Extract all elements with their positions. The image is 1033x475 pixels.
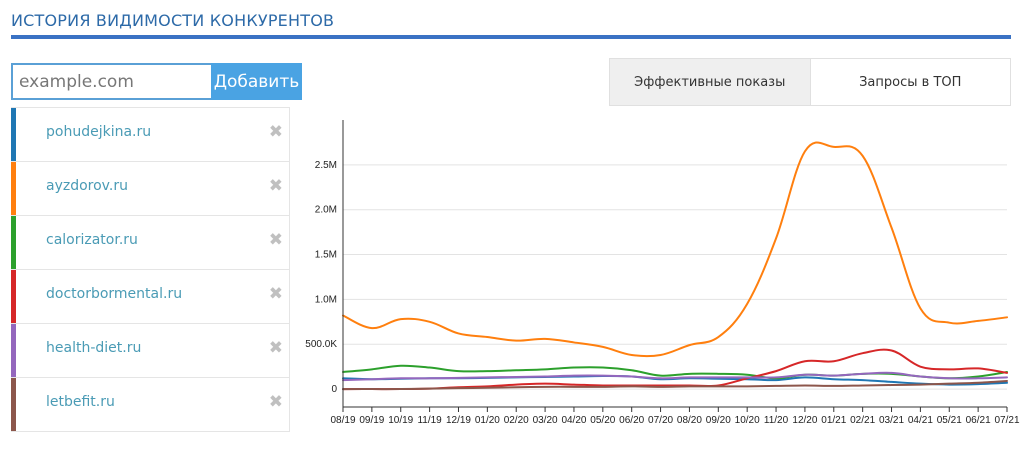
title-underline: [11, 35, 1011, 39]
tab-top-queries[interactable]: Запросы в ТОП: [859, 74, 962, 90]
x-tick-label: 07/21: [994, 415, 1019, 426]
series-line-ayzdorov-ru: [342, 141, 1008, 358]
series-color-bar: [11, 378, 16, 431]
add-button[interactable]: Добавить: [211, 63, 302, 100]
list-item: letbefit.ru ✖: [11, 378, 290, 432]
series-line-calorizator-ru: [342, 364, 1008, 380]
competitor-list: pohudejkina.ru ✖ ayzdorov.ru ✖ calorizat…: [11, 107, 290, 432]
list-item: doctorbormental.ru ✖: [11, 270, 290, 324]
tab-effective-impressions[interactable]: Эффективные показы: [610, 59, 811, 105]
page-title: ИСТОРИЯ ВИДИМОСТИ КОНКУРЕНТОВ: [11, 11, 335, 30]
site-domain[interactable]: doctorbormental.ru: [46, 286, 183, 302]
x-tick-label: 07/20: [648, 415, 673, 426]
remove-icon[interactable]: ✖: [268, 284, 283, 304]
list-item: ayzdorov.ru ✖: [11, 162, 290, 216]
site-domain[interactable]: calorizator.ru: [46, 232, 138, 248]
remove-icon[interactable]: ✖: [268, 230, 283, 250]
visibility-chart: 0 500.0K 1.0M 1.5M 2.0M 2.5M 08/19 09/19 10/19 11…: [293, 108, 1033, 448]
x-tick-label: 11/20: [764, 415, 789, 426]
site-domain[interactable]: health-diet.ru: [46, 340, 142, 356]
x-tick-label: 06/21: [966, 415, 991, 426]
x-tick-label: 09/20: [706, 415, 731, 426]
x-tick-label: 01/21: [821, 415, 846, 426]
add-competitor-form: Добавить: [11, 63, 302, 100]
y-tick-label: 2.0M: [315, 205, 337, 216]
x-tick-label: 08/20: [677, 415, 702, 426]
y-tick-label: 1.5M: [315, 250, 337, 261]
list-item: health-diet.ru ✖: [11, 324, 290, 378]
series-line-letbefit-ru: [342, 379, 1008, 391]
series-line-health-diet-ru: [342, 371, 1008, 382]
list-item: calorizator.ru ✖: [11, 216, 290, 270]
x-tick-label: 02/21: [850, 415, 875, 426]
x-tick-label: 06/20: [619, 415, 644, 426]
x-tick-label: 04/21: [908, 415, 933, 426]
x-tick-label: 09/19: [359, 415, 384, 426]
y-tick-label: 500.0K: [305, 339, 337, 350]
domain-input[interactable]: [11, 63, 211, 100]
remove-icon[interactable]: ✖: [268, 176, 283, 196]
x-tick-label: 05/20: [590, 415, 615, 426]
remove-icon[interactable]: ✖: [268, 338, 283, 358]
x-tick-label: 10/19: [388, 415, 413, 426]
x-tick-label: 03/20: [533, 415, 558, 426]
x-tick-label: 01/20: [475, 415, 500, 426]
series-color-bar: [11, 162, 16, 215]
metric-tabs: Эффективные показы Запросы в ТОП: [609, 58, 1011, 106]
site-domain[interactable]: letbefit.ru: [46, 394, 115, 410]
remove-icon[interactable]: ✖: [268, 122, 283, 142]
x-tick-label: 02/20: [504, 415, 529, 426]
series-color-bar: [11, 216, 16, 269]
visibility-chart-svg: 0 500.0K 1.0M 1.5M 2.0M 2.5M 08/19 09/19 10/19 11…: [305, 120, 1020, 426]
site-domain[interactable]: pohudejkina.ru: [46, 124, 152, 140]
x-tick-label: 12/19: [446, 415, 471, 426]
x-tick-label: 12/20: [792, 415, 817, 426]
x-tick-label: 11/19: [417, 415, 442, 426]
y-tick-label: 2.5M: [315, 160, 337, 171]
y-tick-label: 0: [331, 384, 337, 395]
remove-icon[interactable]: ✖: [268, 392, 283, 412]
x-tick-label: 05/21: [937, 415, 962, 426]
x-tick-label: 04/20: [561, 415, 586, 426]
x-tick-label: 03/21: [879, 415, 904, 426]
series-color-bar: [11, 324, 16, 377]
list-item: pohudejkina.ru ✖: [11, 108, 290, 162]
x-tick-label: 08/19: [330, 415, 355, 426]
series-color-bar: [11, 270, 16, 323]
y-tick-label: 1.0M: [315, 294, 337, 305]
site-domain[interactable]: ayzdorov.ru: [46, 178, 128, 194]
series-color-bar: [11, 108, 16, 161]
x-tick-label: 10/20: [735, 415, 760, 426]
